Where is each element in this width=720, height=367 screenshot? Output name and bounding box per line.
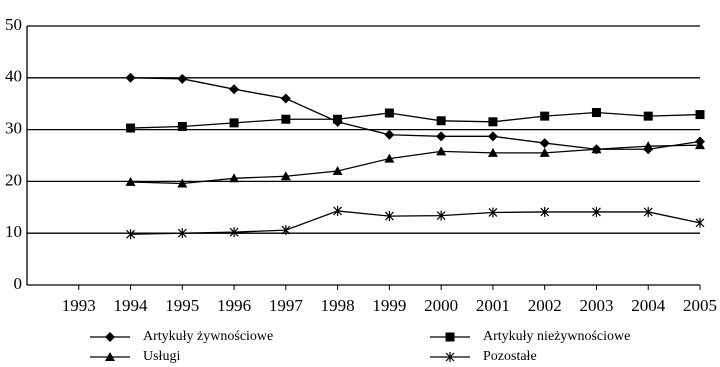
legend-label: Artykuły nieżywnościowe <box>483 329 630 344</box>
y-tick-label: 30 <box>5 119 22 138</box>
marker <box>643 111 653 121</box>
marker <box>384 153 395 163</box>
marker <box>384 211 394 222</box>
x-tick-label: 1999 <box>372 296 406 315</box>
marker <box>592 206 601 217</box>
marker <box>229 118 239 128</box>
marker <box>177 178 188 188</box>
x-tick-label: 1996 <box>217 296 251 315</box>
marker <box>332 166 343 176</box>
marker <box>333 205 343 216</box>
marker <box>643 206 653 217</box>
marker <box>281 225 291 236</box>
series-line <box>130 144 701 185</box>
legend-label: Usługi <box>143 349 180 364</box>
marker <box>333 114 343 124</box>
y-tick-label: 0 <box>14 274 23 293</box>
x-tick-label: 2003 <box>579 296 613 315</box>
y-tick-label: 50 <box>5 15 22 34</box>
x-tick-label: 1998 <box>321 296 355 315</box>
marker <box>488 117 498 127</box>
marker <box>436 146 447 156</box>
marker <box>384 108 394 118</box>
marker <box>487 131 498 142</box>
marker <box>105 332 115 342</box>
marker <box>281 114 291 124</box>
y-tick-label: 40 <box>5 67 22 86</box>
marker <box>126 229 135 240</box>
x-tick-label: 2001 <box>476 296 510 315</box>
marker <box>445 332 455 342</box>
x-tick-label: 2000 <box>424 296 458 315</box>
marker <box>177 73 188 84</box>
x-tick-label: 1997 <box>269 296 304 315</box>
x-tick-label: 2002 <box>528 296 562 315</box>
marker <box>125 176 136 186</box>
marker <box>177 228 187 239</box>
marker <box>591 108 601 118</box>
marker <box>695 110 705 120</box>
x-tick-label: 1993 <box>62 296 96 315</box>
marker <box>695 140 705 150</box>
marker <box>436 131 447 142</box>
marker <box>695 217 705 228</box>
marker <box>643 141 654 151</box>
marker <box>105 352 115 361</box>
x-tick-label: 2005 <box>683 296 717 315</box>
marker <box>229 84 240 95</box>
marker <box>445 352 455 362</box>
marker <box>280 171 291 181</box>
marker <box>540 111 550 121</box>
marker <box>539 138 550 149</box>
marker <box>280 93 291 104</box>
marker <box>229 227 239 238</box>
marker <box>540 206 550 217</box>
marker <box>487 147 498 157</box>
marker <box>591 144 602 154</box>
y-tick-label: 20 <box>5 170 22 189</box>
series-line <box>130 111 701 129</box>
marker <box>125 72 136 83</box>
marker <box>436 116 446 126</box>
marker <box>126 123 136 133</box>
series-line <box>130 210 701 235</box>
legend-label: Artykuły żywnościowe <box>143 329 273 344</box>
x-tick-label: 2004 <box>631 296 666 315</box>
x-tick-label: 1995 <box>165 296 199 315</box>
marker <box>229 173 240 183</box>
marker <box>488 207 498 218</box>
legend-label: Pozostałe <box>483 349 537 364</box>
marker <box>436 210 446 221</box>
marker <box>539 147 550 157</box>
x-tick-label: 1994 <box>114 296 149 315</box>
marker <box>384 129 395 140</box>
marker <box>177 121 187 131</box>
y-tick-label: 10 <box>5 222 22 241</box>
